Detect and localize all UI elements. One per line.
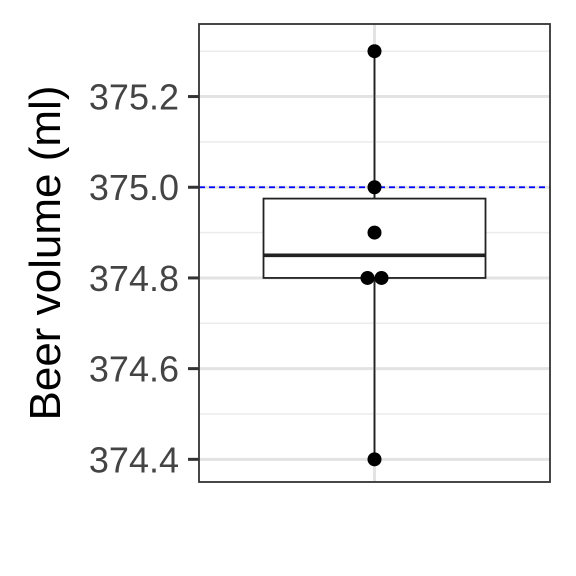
panel-border	[198, 23, 551, 483]
data-points	[360, 44, 389, 467]
data-point	[367, 180, 382, 195]
y-tick-label: 374.8	[89, 258, 179, 299]
data-point	[367, 452, 382, 467]
data-point	[374, 270, 389, 285]
data-point	[367, 225, 382, 240]
y-axis-title: Beer volume (ml)	[21, 86, 70, 421]
y-tick-label: 375.0	[89, 167, 179, 208]
data-point	[360, 270, 375, 285]
y-tick-label: 374.6	[89, 349, 179, 390]
data-point	[367, 44, 382, 59]
y-axis: 374.4 374.6 374.8 375.0 375.2	[89, 77, 199, 480]
box-plot	[262, 51, 487, 460]
y-tick-label: 375.2	[89, 77, 179, 118]
y-tick-label: 374.4	[89, 439, 179, 480]
